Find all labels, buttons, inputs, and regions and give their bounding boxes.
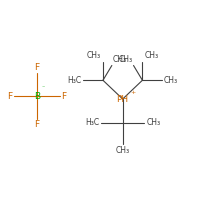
Text: CH₃: CH₃ bbox=[87, 51, 101, 60]
Text: F: F bbox=[34, 63, 39, 72]
Text: H₃C: H₃C bbox=[85, 118, 99, 127]
Text: CH₃: CH₃ bbox=[164, 76, 178, 85]
Text: H₃C: H₃C bbox=[67, 76, 81, 85]
Text: +: + bbox=[130, 90, 135, 95]
Text: F: F bbox=[61, 92, 66, 101]
Text: B: B bbox=[34, 92, 40, 101]
Text: CH₃: CH₃ bbox=[144, 51, 158, 60]
Text: CH₃: CH₃ bbox=[146, 118, 160, 127]
Text: CH₃: CH₃ bbox=[116, 146, 130, 155]
Text: ⁻: ⁻ bbox=[41, 87, 44, 92]
Text: CH₃: CH₃ bbox=[118, 55, 133, 64]
Text: PH: PH bbox=[117, 95, 129, 104]
Text: CH₃: CH₃ bbox=[113, 55, 127, 64]
Text: F: F bbox=[8, 92, 13, 101]
Text: F: F bbox=[34, 120, 39, 129]
